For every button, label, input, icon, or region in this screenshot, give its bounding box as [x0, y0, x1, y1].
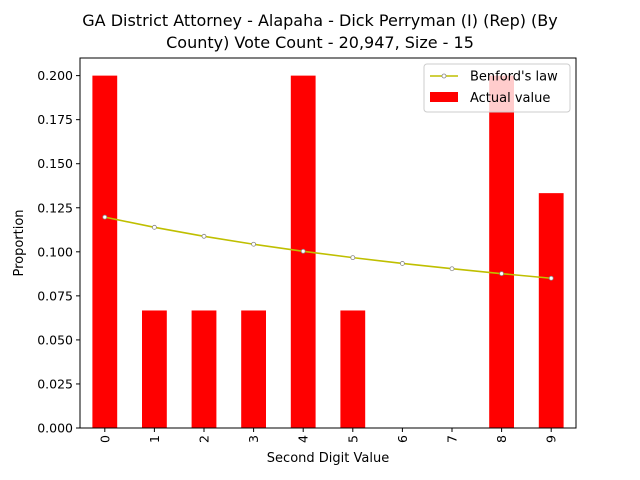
bar-digit-3 [241, 310, 266, 428]
y-tick-label: 0.175 [37, 112, 73, 127]
bars-group [92, 75, 564, 428]
x-tick-label: 0 [97, 435, 112, 443]
x-tick-label: 1 [147, 435, 162, 443]
legend-benford-label: Benford's law [470, 70, 558, 85]
benford-point-0 [102, 214, 108, 220]
y-tick-label: 0.125 [37, 200, 73, 215]
benford-point-6 [399, 261, 405, 266]
y-tick-label: 0.150 [37, 156, 73, 171]
chart-title-line-2: County) Vote Count - 20,947, Size - 15 [166, 33, 474, 52]
y-tick-label: 0.075 [37, 288, 73, 303]
y-tick-label: 0.050 [37, 332, 73, 347]
benford-point-2 [201, 233, 207, 239]
plot-frame [79, 57, 577, 429]
x-axis: 0 1 2 3 4 5 6 7 8 9 [97, 428, 559, 443]
benford-line [104, 216, 552, 280]
y-tick-label: 0.200 [37, 68, 73, 83]
benford-line-group [102, 214, 554, 281]
chart-title-line-1: GA District Attorney - Alapaha - Dick Pe… [82, 11, 558, 30]
y-tick-label: 0.100 [37, 244, 73, 259]
bar-digit-8 [489, 75, 514, 428]
benford-point-3 [251, 241, 257, 247]
x-tick-label: 5 [345, 435, 360, 443]
x-tick-label: 2 [197, 435, 212, 443]
bar-digit-1 [142, 310, 167, 428]
y-axis: 0.000 0.025 0.050 0.075 0.100 0.125 0.150 0.175… [37, 68, 80, 436]
x-tick-label: 9 [544, 435, 559, 443]
bar-digit-0 [92, 75, 118, 428]
benford-point-4 [300, 248, 306, 254]
legend: Benford's law Actual value [423, 63, 571, 113]
x-tick-label: 8 [494, 435, 509, 443]
legend-actual-label: Actual value [470, 91, 550, 106]
bar-digit-5 [340, 310, 366, 428]
x-axis-label: Second Digit Value [267, 451, 389, 466]
benford-point-5 [350, 255, 356, 261]
bar-digit-2 [191, 310, 217, 428]
bar-digit-9 [538, 193, 564, 428]
x-tick-label: 3 [246, 435, 261, 443]
legend-box [423, 63, 571, 113]
benford-point-7 [449, 266, 455, 272]
benford-point-1 [151, 224, 157, 230]
legend-line-marker [441, 73, 447, 79]
legend-bar-swatch [430, 92, 458, 102]
y-tick-label: 0.025 [37, 376, 73, 391]
x-tick-label: 7 [445, 435, 460, 443]
y-tick-label: 0.000 [37, 421, 73, 436]
x-tick-label: 4 [296, 435, 311, 443]
benford-point-8 [499, 271, 505, 277]
benford-point-9 [548, 275, 554, 281]
x-tick-label: 6 [395, 435, 410, 443]
y-axis-label: Proportion [12, 209, 27, 276]
